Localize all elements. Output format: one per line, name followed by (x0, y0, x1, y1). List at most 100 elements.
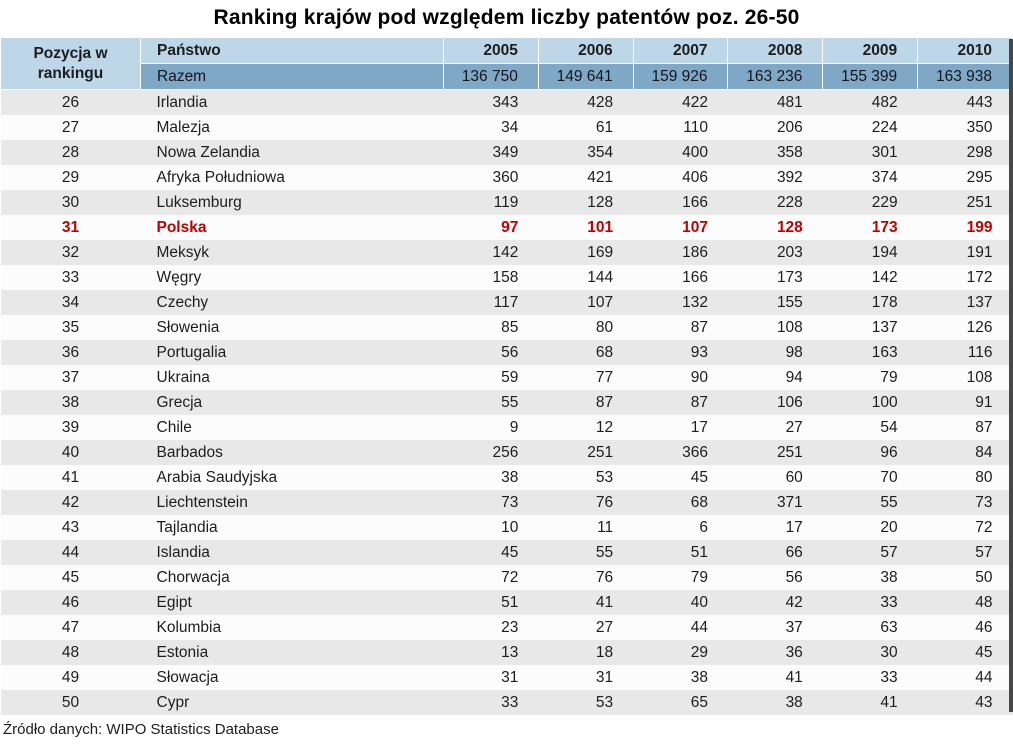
table-row: 26 Irlandia 343 428 422 481 482 443 (0, 89, 1013, 115)
value-cell: 137 (917, 290, 1013, 315)
country-cell: Słowenia (140, 315, 444, 340)
value-cell: 41 (538, 590, 634, 615)
value-cell: 38 (727, 690, 823, 715)
value-cell: 224 (822, 115, 918, 140)
value-cell: 31 (538, 665, 634, 690)
position-cell: 31 (0, 215, 141, 240)
value-cell: 199 (917, 215, 1013, 240)
table-row: 38 Grecja 55 87 87 106 100 91 (0, 390, 1013, 415)
table-row: 39 Chile 9 12 17 27 54 87 (0, 415, 1013, 440)
value-cell: 53 (538, 465, 634, 490)
value-cell: 59 (443, 365, 539, 390)
value-cell: 72 (917, 515, 1013, 540)
value-cell: 79 (633, 565, 728, 590)
value-cell: 481 (727, 89, 823, 115)
table-row: 41 Arabia Saudyjska 38 53 45 60 70 80 (0, 465, 1013, 490)
value-cell: 37 (727, 615, 823, 640)
position-cell: 49 (0, 665, 141, 690)
value-cell: 482 (822, 89, 918, 115)
value-cell: 126 (917, 315, 1013, 340)
table-row: 42 Liechtenstein 73 76 68 371 55 73 (0, 490, 1013, 515)
year-column-header: 2008 (727, 37, 824, 64)
value-cell: 56 (727, 565, 823, 590)
value-cell: 392 (727, 165, 823, 190)
value-cell: 178 (822, 290, 918, 315)
value-cell: 155 (727, 290, 823, 315)
value-cell: 117 (443, 290, 539, 315)
value-cell: 27 (538, 615, 634, 640)
value-cell: 106 (727, 390, 823, 415)
value-cell: 295 (917, 165, 1013, 190)
country-cell: Luksemburg (140, 190, 444, 215)
value-cell: 44 (917, 665, 1013, 690)
value-cell: 400 (633, 140, 728, 165)
table-row: 30 Luksemburg 119 128 166 228 229 251 (0, 190, 1013, 215)
table-body: 26 Irlandia 343 428 422 481 482 443 27 Malezja 34 6… (0, 89, 1013, 715)
value-cell: 360 (443, 165, 539, 190)
table-row: 36 Portugalia 56 68 93 98 163 116 (0, 340, 1013, 365)
value-cell: 158 (443, 265, 539, 290)
total-value-cell: 163 236 (727, 63, 824, 90)
total-value-cell: 163 938 (917, 63, 1013, 90)
value-cell: 94 (727, 365, 823, 390)
value-cell: 142 (822, 265, 918, 290)
value-cell: 428 (538, 89, 634, 115)
value-cell: 42 (727, 590, 823, 615)
value-cell: 251 (538, 440, 634, 465)
value-cell: 12 (538, 415, 634, 440)
position-cell: 43 (0, 515, 141, 540)
value-cell: 100 (822, 390, 918, 415)
country-cell: Estonia (140, 640, 444, 665)
country-cell: Chorwacja (140, 565, 444, 590)
table-row-highlight: 31 Polska 97 101 107 128 173 199 (0, 215, 1013, 240)
value-cell: 191 (917, 240, 1013, 265)
value-cell: 51 (633, 540, 728, 565)
position-cell: 45 (0, 565, 141, 590)
country-cell: Słowacja (140, 665, 444, 690)
value-cell: 45 (633, 465, 728, 490)
value-cell: 172 (917, 265, 1013, 290)
value-cell: 301 (822, 140, 918, 165)
position-cell: 35 (0, 315, 141, 340)
value-cell: 48 (917, 590, 1013, 615)
value-cell: 23 (443, 615, 539, 640)
country-cell: Cypr (140, 690, 444, 715)
position-cell: 32 (0, 240, 141, 265)
position-cell: 30 (0, 190, 141, 215)
position-column-header: Pozycja w rankingu (0, 37, 141, 90)
position-cell: 41 (0, 465, 141, 490)
value-cell: 229 (822, 190, 918, 215)
value-cell: 29 (633, 640, 728, 665)
value-cell: 76 (538, 490, 634, 515)
country-cell: Węgry (140, 265, 444, 290)
value-cell: 46 (917, 615, 1013, 640)
country-cell: Arabia Saudyjska (140, 465, 444, 490)
country-cell: Irlandia (140, 89, 444, 115)
country-cell: Afryka Południowa (140, 165, 444, 190)
value-cell: 33 (443, 690, 539, 715)
value-cell: 128 (538, 190, 634, 215)
value-cell: 38 (443, 465, 539, 490)
value-cell: 43 (917, 690, 1013, 715)
position-cell: 46 (0, 590, 141, 615)
value-cell: 85 (443, 315, 539, 340)
table-row: 43 Tajlandia 10 11 6 17 20 72 (0, 515, 1013, 540)
value-cell: 31 (443, 665, 539, 690)
table-row: 49 Słowacja 31 31 38 41 33 44 (0, 665, 1013, 690)
value-cell: 66 (727, 540, 823, 565)
value-cell: 33 (822, 665, 918, 690)
value-cell: 61 (538, 115, 634, 140)
value-cell: 203 (727, 240, 823, 265)
country-cell: Portugalia (140, 340, 444, 365)
right-edge-bar (1009, 39, 1013, 712)
value-cell: 17 (727, 515, 823, 540)
country-cell: Nowa Zelandia (140, 140, 444, 165)
value-cell: 98 (727, 340, 823, 365)
total-value-cell: 159 926 (632, 63, 729, 90)
value-cell: 84 (917, 440, 1013, 465)
value-cell: 56 (443, 340, 539, 365)
value-cell: 79 (822, 365, 918, 390)
value-cell: 55 (822, 490, 918, 515)
country-cell: Kolumbia (140, 615, 444, 640)
value-cell: 186 (633, 240, 728, 265)
